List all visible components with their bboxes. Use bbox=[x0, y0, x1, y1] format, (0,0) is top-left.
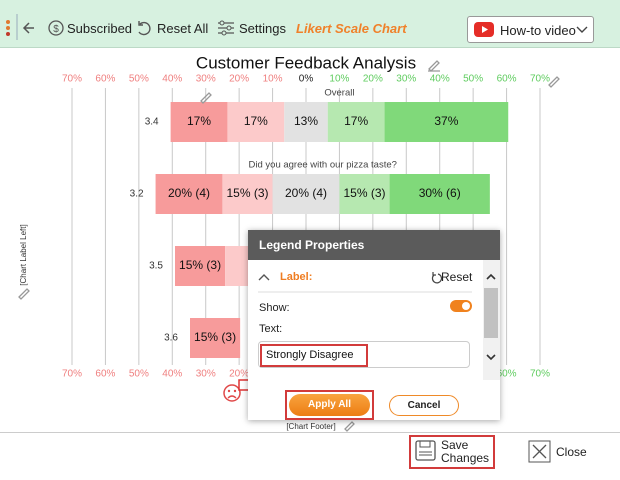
row-mean: 3.4 bbox=[145, 117, 159, 128]
x-tick-label: 0% bbox=[299, 74, 314, 85]
video-button-label: How-to video bbox=[500, 23, 576, 38]
toolbar-icons: $ bbox=[6, 14, 234, 40]
likert-segment bbox=[170, 102, 228, 142]
likert-segment bbox=[272, 174, 340, 214]
row-title: Did you agree with our pizza taste? bbox=[249, 160, 397, 171]
svg-text:$: $ bbox=[53, 24, 59, 35]
value-label: 17% bbox=[187, 114, 211, 128]
x-tick-label: 70% bbox=[62, 74, 82, 85]
chart-footer: [Chart Footer] bbox=[286, 422, 335, 431]
likert-segment bbox=[227, 102, 285, 142]
subscribed-button[interactable]: Subscribed bbox=[67, 21, 133, 36]
row-title: Overall bbox=[324, 88, 354, 99]
section-label: Label: bbox=[280, 271, 313, 283]
youtube-icon bbox=[474, 22, 494, 37]
legend-dialog: Legend Properties Label: Reset Show: Tex… bbox=[248, 230, 500, 420]
x-tick-label: 50% bbox=[463, 74, 483, 85]
likert-segment bbox=[155, 174, 223, 214]
sad-face-icon bbox=[223, 379, 250, 402]
text-input-value: Strongly Disagree bbox=[260, 344, 368, 367]
likert-segment bbox=[190, 318, 241, 358]
cancel-button[interactable]: Cancel bbox=[389, 395, 459, 416]
settings-button[interactable]: Settings bbox=[239, 21, 286, 36]
value-label: 15% (3) bbox=[226, 186, 268, 200]
row-mean: 3.5 bbox=[149, 261, 163, 272]
likert-segment bbox=[284, 102, 328, 142]
x-tick-label: 70% bbox=[530, 74, 550, 85]
likert-segment bbox=[175, 246, 226, 286]
x-tick-label: 70% bbox=[530, 369, 550, 380]
x-tick-label: 40% bbox=[162, 369, 182, 380]
edit-icons bbox=[18, 60, 560, 432]
likert-segment bbox=[384, 102, 509, 142]
value-label: 15% (3) bbox=[343, 186, 385, 200]
x-tick-label: 50% bbox=[129, 74, 149, 85]
likert-segment bbox=[222, 174, 273, 214]
reset-button[interactable]: Reset bbox=[441, 270, 473, 284]
likert-segment bbox=[389, 174, 490, 214]
x-tick-label: 30% bbox=[196, 74, 216, 85]
save-icon bbox=[415, 440, 436, 461]
x-tick-label: 40% bbox=[430, 74, 450, 85]
show-toggle[interactable] bbox=[450, 300, 472, 312]
save-button[interactable] bbox=[409, 435, 495, 469]
close-button[interactable]: Close bbox=[556, 445, 587, 459]
x-tick-label: 50% bbox=[129, 369, 149, 380]
value-label: 17% bbox=[344, 114, 368, 128]
x-tick-label: 30% bbox=[196, 369, 216, 380]
x-tick-label: 30% bbox=[396, 74, 416, 85]
row-mean: 3.2 bbox=[130, 189, 144, 200]
dialog-graphics bbox=[258, 260, 500, 380]
x-tick-label: 60% bbox=[497, 74, 517, 85]
reset-all-button[interactable]: Reset All bbox=[157, 21, 209, 36]
toggle-knob bbox=[462, 302, 470, 310]
value-label: 30% (6) bbox=[419, 186, 461, 200]
value-label: 20% (4) bbox=[168, 186, 210, 200]
x-tick-label: 60% bbox=[95, 369, 115, 380]
x-tick-label: 60% bbox=[497, 369, 517, 380]
x-tick-label: 70% bbox=[62, 369, 82, 380]
value-label: 17% bbox=[244, 114, 268, 128]
x-tick-label: 60% bbox=[95, 74, 115, 85]
text-label: Text: bbox=[259, 323, 283, 335]
apply-all-button[interactable]: Apply All bbox=[289, 394, 370, 416]
chevron bbox=[576, 26, 588, 33]
value-label: 37% bbox=[434, 114, 458, 128]
value-label: 15% (3) bbox=[194, 330, 236, 344]
save-label: Save Changes bbox=[441, 438, 490, 465]
chart-title: Customer Feedback Analysis bbox=[196, 53, 416, 72]
x-tick-label: 20% bbox=[229, 369, 249, 380]
likert-segment bbox=[327, 102, 385, 142]
value-label: 13% bbox=[294, 114, 318, 128]
app-title: Likert Scale Chart bbox=[296, 21, 407, 36]
toolbar: $ Subscribed Reset All Settings Likert S… bbox=[0, 0, 620, 48]
x-tick-label: 10% bbox=[263, 74, 283, 85]
value-label: 15% (3) bbox=[179, 258, 221, 272]
y-axis-label: [Chart Label Left] bbox=[19, 224, 28, 285]
divider bbox=[0, 432, 620, 433]
dialog-title: Legend Properties bbox=[248, 230, 500, 260]
video-button[interactable]: How-to video bbox=[467, 16, 594, 43]
value-label: 20% (4) bbox=[285, 186, 327, 200]
likert-segment bbox=[339, 174, 390, 214]
highlight bbox=[285, 390, 374, 420]
close-icon bbox=[528, 440, 551, 463]
x-tick-label: 20% bbox=[363, 74, 383, 85]
show-label: Show: bbox=[259, 302, 290, 314]
x-tick-label: 20% bbox=[229, 74, 249, 85]
x-tick-label: 10% bbox=[329, 74, 349, 85]
x-tick-label: 40% bbox=[162, 74, 182, 85]
row-mean: 3.6 bbox=[164, 333, 178, 344]
text-input[interactable] bbox=[258, 341, 470, 368]
